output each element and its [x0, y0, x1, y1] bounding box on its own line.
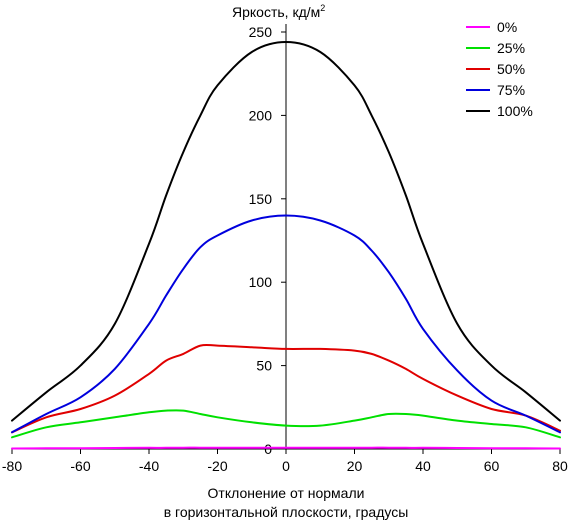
legend-label: 75%: [497, 82, 525, 98]
series-line-100pct: [11, 41, 561, 422]
x-tick-label: 60: [484, 458, 500, 474]
x-tick-label: 40: [415, 458, 431, 474]
x-tick-label: -60: [70, 458, 90, 474]
legend-label: 100%: [497, 103, 533, 119]
series-line-75pct: [11, 214, 561, 434]
series-lines: [11, 41, 561, 450]
legend-label: 25%: [497, 40, 525, 56]
y-tick-label: 150: [249, 191, 273, 207]
chart-title: Яркость, кд/м2: [232, 3, 325, 20]
legend: 0% 25% 50% 75% 100%: [466, 19, 533, 119]
series-line-0pct: [11, 446, 561, 450]
axes: -80 -60 -40 -20 0 20 40 60 80 0 50 100 150 200 250: [2, 24, 568, 474]
x-axis-label-line1: Отклонение от нормали: [208, 485, 365, 501]
y-tick-label: 200: [249, 107, 273, 123]
x-tick-label: -40: [139, 458, 159, 474]
y-tick-label: 100: [249, 274, 273, 290]
legend-label: 0%: [497, 19, 517, 35]
x-tick-label: -20: [207, 458, 227, 474]
y-tick-label: 50: [256, 358, 272, 374]
x-tick-label: 0: [282, 458, 290, 474]
x-tick-label: -80: [2, 458, 22, 474]
series-line-50pct: [11, 343, 561, 434]
y-tick-label: 0: [264, 441, 272, 457]
series-line-25pct: [11, 409, 561, 439]
x-tick-label: 20: [347, 458, 363, 474]
legend-label: 50%: [497, 61, 525, 77]
x-tick-label: 80: [552, 458, 568, 474]
y-tick-label: 250: [249, 24, 273, 40]
x-axis-label-line2: в горизонтальной плоскости, градусы: [164, 504, 409, 520]
